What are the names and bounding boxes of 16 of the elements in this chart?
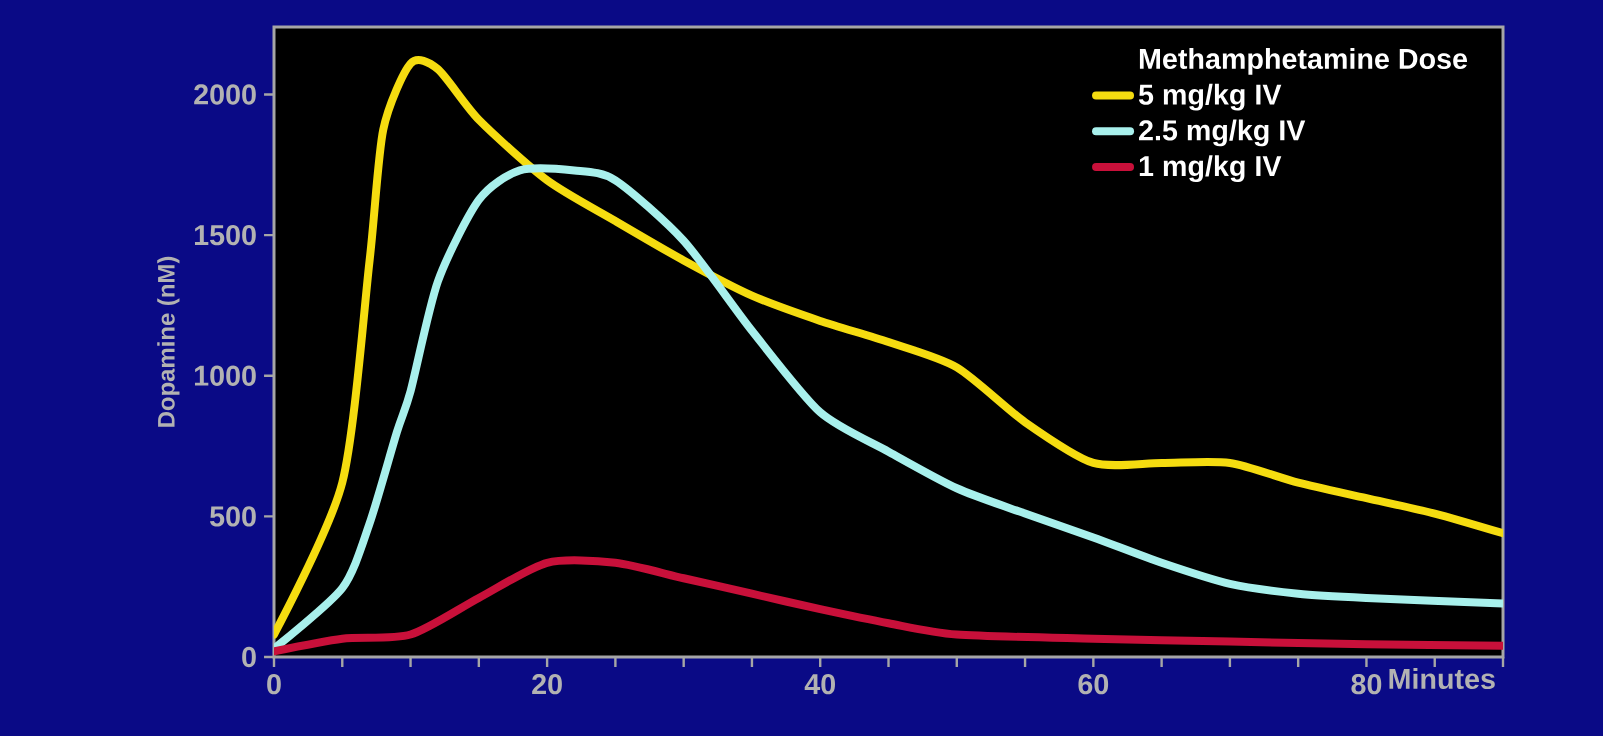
y-tick-label: 1000 (194, 365, 256, 386)
y-tick-label: 2000 (194, 84, 256, 105)
legend-title: Methamphetamine Dose (1139, 47, 1468, 75)
legend-label: 2.5 mg/kg IV (1139, 119, 1306, 147)
y-tick-label: 0 (242, 646, 256, 668)
y-tick-label: 500 (210, 506, 256, 527)
y-axis-title: Dopamine (nM) (157, 256, 180, 427)
x-tick-label: 80 (1351, 674, 1382, 695)
x-tick-label: 40 (804, 674, 835, 695)
x-tick-label: 0 (267, 674, 281, 695)
x-tick-label: 60 (1078, 674, 1109, 695)
y-tick-label: 1500 (194, 224, 256, 246)
legend-label: 1 mg/kg IV (1139, 155, 1282, 183)
x-axis-title: Minutes (1389, 668, 1495, 690)
x-tick-label: 20 (532, 674, 562, 695)
legend-label: 5 mg/kg IV (1138, 83, 1282, 111)
